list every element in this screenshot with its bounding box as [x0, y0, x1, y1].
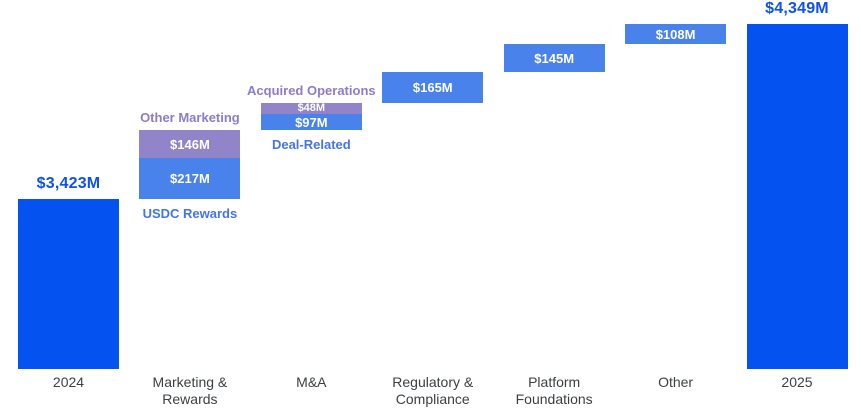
axis-label-marketing-rewards: Marketing & Rewards — [152, 374, 228, 408]
total-bar-2025 — [746, 24, 848, 369]
axis-label-2024: 2024 — [52, 374, 85, 390]
segment-bar-deal-related: $97M — [260, 114, 362, 131]
axis-label-2025: 2025 — [781, 374, 813, 390]
bar-value-label-other: $108M — [655, 26, 696, 42]
bar-value-label-acquired-operations: $48M — [297, 102, 326, 115]
segment-bar-usdc-rewards: $217M — [139, 157, 241, 199]
bar-value-label-usdc-rewards: $217M — [170, 170, 210, 186]
segment-bar-platform-foundations: $145M — [503, 44, 605, 72]
segment-bar-other-marketing: $146M — [139, 130, 241, 158]
annotation-usdc-rewards: USDC Rewards — [142, 206, 238, 221]
axis-label-regulatory-compliance: Regulatory & Compliance — [392, 374, 474, 408]
total-bar-2024 — [18, 199, 119, 369]
annotation-other-marketing: Other Marketing — [140, 110, 240, 126]
axis-label-platform-foundations: Platform Foundations — [515, 374, 593, 408]
annotation-acquired-operations: Acquired Operations — [247, 82, 376, 98]
segment-bar-acquired-operations: $48M — [260, 102, 362, 115]
bar-value-label-other-marketing: $146M — [170, 136, 210, 152]
axis-label-m-a: M&A — [296, 374, 327, 390]
total-value-label-2025: $4,349M — [765, 0, 829, 17]
bar-value-label-deal-related: $97M — [295, 114, 328, 130]
segment-bar-other: $108M — [625, 24, 727, 45]
segment-bar-regulatory-compliance: $165M — [382, 71, 484, 103]
axis-label-other: Other — [658, 374, 694, 390]
bar-value-label-platform-foundations: $145M — [534, 50, 575, 66]
annotation-deal-related: Deal-Related — [271, 137, 351, 153]
bar-value-label-regulatory-compliance: $165M — [412, 79, 453, 95]
total-value-label-2024: $3,423M — [36, 175, 101, 192]
